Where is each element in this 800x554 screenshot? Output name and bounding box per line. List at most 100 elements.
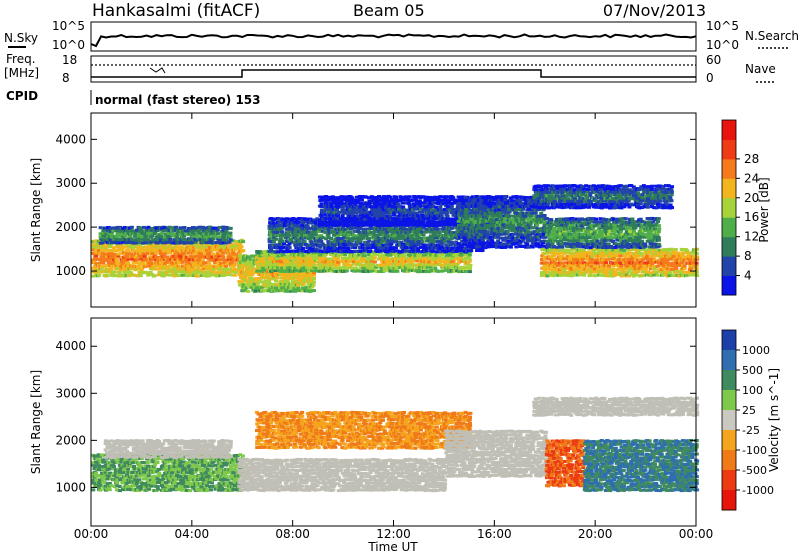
heatmap-cell <box>185 259 189 262</box>
heatmap-cell <box>273 269 278 272</box>
heatmap-cell <box>385 267 390 270</box>
heatmap-cell <box>133 241 138 245</box>
heatmap-cell <box>138 231 143 235</box>
heatmap-cell <box>285 260 290 264</box>
heatmap-cell <box>201 265 206 269</box>
heatmap-cell <box>303 233 307 237</box>
heatmap-cell <box>206 265 211 269</box>
heatmap-cell <box>154 251 159 255</box>
heatmap-cell <box>318 227 323 231</box>
heatmap-cell <box>199 252 204 256</box>
heatmap-cell <box>91 274 96 278</box>
heatmap-cell <box>270 257 275 260</box>
heatmap-cell <box>126 261 131 265</box>
heatmap-cell <box>354 243 359 247</box>
heatmap-cell <box>276 266 281 270</box>
heatmap-cell <box>280 226 285 230</box>
heatmap-cell <box>296 220 301 224</box>
heatmap-cell <box>436 269 440 273</box>
heatmap-cell <box>106 261 111 265</box>
heatmap-cell <box>329 240 334 244</box>
heatmap-cell <box>190 267 195 271</box>
heatmap-cell <box>312 280 317 284</box>
heatmap-cell <box>281 283 286 287</box>
heatmap-cell <box>318 253 323 257</box>
heatmap-cell <box>168 237 173 241</box>
heatmap-cell <box>214 267 219 271</box>
heatmap-cell <box>388 262 393 266</box>
heatmap-cell <box>221 255 226 259</box>
heatmap-cell <box>196 235 201 239</box>
heatmap-cell <box>349 227 353 231</box>
heatmap-cell <box>407 195 412 199</box>
heatmap-cell <box>190 240 195 244</box>
heatmap-cell <box>247 282 252 286</box>
heatmap-cell <box>182 267 187 271</box>
heatmap-cell <box>361 236 366 240</box>
heatmap-cell <box>275 283 280 287</box>
heatmap-cell <box>119 260 124 264</box>
heatmap-cell <box>349 263 354 267</box>
heatmap-cell <box>250 273 255 277</box>
heatmap-cell <box>201 273 206 277</box>
heatmap-cell <box>174 225 178 229</box>
heatmap-cell <box>255 260 260 264</box>
heatmap-cell <box>101 261 106 265</box>
heatmap-cell <box>467 257 472 261</box>
heatmap-cell <box>211 252 216 256</box>
heatmap-cell <box>252 258 257 262</box>
heatmap-cell <box>130 238 135 242</box>
heatmap-cell <box>209 232 214 236</box>
heatmap-cell <box>273 250 278 254</box>
heatmap-cell <box>92 245 97 249</box>
heatmap-cell <box>235 261 240 265</box>
heatmap-cell <box>241 240 246 244</box>
heatmap-cell <box>150 231 155 235</box>
noise-right-label: N.Search <box>745 29 799 43</box>
heatmap-cell <box>130 246 135 250</box>
heatmap-cell <box>350 196 355 200</box>
heatmap-cell <box>94 251 99 255</box>
heatmap-cell <box>364 262 369 266</box>
heatmap-cell <box>277 256 282 260</box>
heatmap-cell <box>105 248 110 252</box>
heatmap-cell <box>234 240 239 243</box>
heatmap-cell <box>467 259 472 263</box>
heatmap-cell <box>292 276 297 280</box>
heatmap-cell <box>105 235 110 239</box>
heatmap-cell <box>248 257 253 261</box>
heatmap-cell <box>116 248 121 252</box>
heatmap-cell <box>102 238 107 242</box>
noise-panel: N.Sky 10^5 10^0 10^5 10^0 N.Search <box>4 19 799 52</box>
heatmap-cell <box>250 270 255 274</box>
heatmap-cell <box>265 253 270 256</box>
heatmap-cell <box>287 233 292 237</box>
heatmap-cell <box>192 251 197 255</box>
noise-left-label: N.Sky <box>4 31 38 45</box>
heatmap-cell <box>445 214 450 218</box>
heatmap-cell <box>288 237 293 241</box>
heatmap-cell <box>418 204 423 208</box>
heatmap-cell <box>297 237 301 241</box>
heatmap-cell <box>221 267 226 271</box>
heatmap-cell <box>211 237 216 241</box>
heatmap-cell <box>311 283 316 287</box>
heatmap-cell <box>311 247 315 251</box>
heatmap-cell <box>175 235 180 239</box>
heatmap-cell <box>193 261 198 265</box>
heatmap-cell <box>323 253 328 257</box>
heatmap-cell <box>213 243 218 247</box>
heatmap-cell <box>271 240 276 244</box>
noise-left-tick-top: 10^5 <box>52 19 85 33</box>
heatmap-cell <box>440 256 445 260</box>
heatmap-cell <box>273 243 278 247</box>
heatmap-cell <box>314 227 319 230</box>
heatmap-cell <box>467 253 472 257</box>
heatmap-cell <box>168 251 173 255</box>
heatmap-cell <box>408 257 413 261</box>
heatmap-cell <box>270 268 275 272</box>
heatmap-cell <box>347 266 352 269</box>
heatmap-cell <box>455 253 460 257</box>
heatmap-cell <box>399 263 404 267</box>
heatmap-cell <box>448 265 453 269</box>
